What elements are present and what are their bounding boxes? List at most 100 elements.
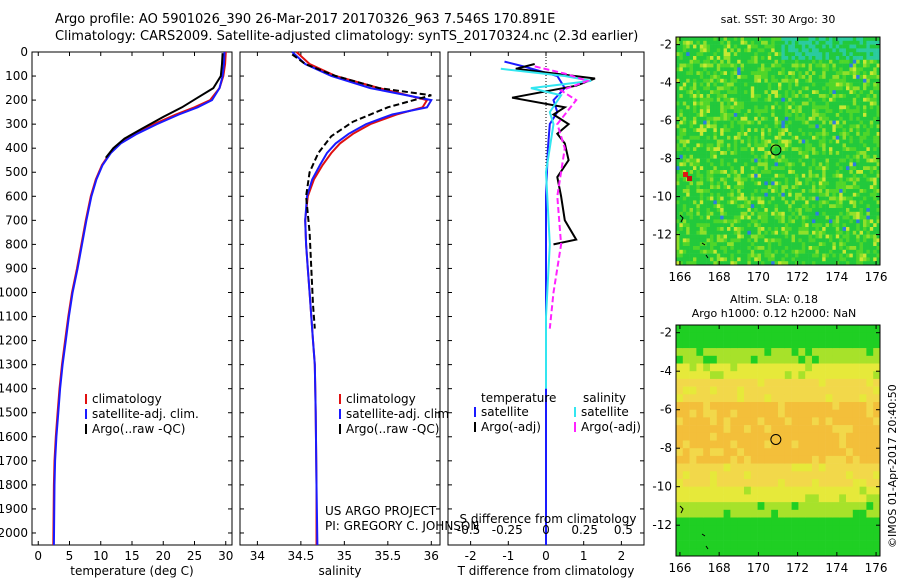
map-cell [737,348,745,357]
map-cell [676,147,680,152]
map-cell [693,94,697,99]
map-cell [876,75,881,80]
map-cell [835,82,840,87]
map-cell [676,189,680,194]
map-cell [852,158,857,163]
map-cell [764,257,769,262]
map-cell [730,432,738,441]
map-cell [856,116,860,121]
map-cell [805,471,813,480]
map-cell [737,532,745,541]
map-cell [771,94,775,99]
map-cell [778,238,782,243]
map-cell [825,402,833,410]
map-cell [835,204,840,209]
map-cell [849,101,854,106]
map-cell [757,494,765,503]
map-cell [720,105,724,110]
map-cell [764,509,772,518]
map-cell [686,158,690,163]
map-cell [730,455,738,464]
map-cell [781,189,786,194]
map-cell [859,211,864,216]
map-cell [767,170,772,175]
map-cell [778,154,782,159]
map-cell [747,135,752,140]
map-cell [784,208,789,213]
map-cell [784,261,789,266]
map-cell [825,448,833,457]
map-cell [710,257,714,262]
map-cell [778,158,782,163]
map-cell [686,78,690,83]
map-cell [737,257,741,262]
map-cell [737,192,741,197]
map-cell [720,166,724,171]
map-cell [829,132,833,137]
map-cell [788,139,792,144]
map-cell [859,162,864,167]
map-cell [747,86,752,91]
map-cell [856,230,860,235]
map-cell [839,78,843,83]
map-cell [869,71,874,76]
map-cell [808,135,813,140]
map-cell [720,139,724,144]
map-cell [784,230,789,235]
map-cell [832,215,837,220]
map-cell [737,56,741,61]
map-cell [730,189,735,194]
map-cell [713,59,718,64]
map-cell [795,101,799,106]
map-cell [693,40,697,45]
map-cell [682,325,690,333]
map-cell [720,128,724,133]
map-cell [805,151,809,156]
map-cell [808,44,813,49]
map-cell [798,52,803,57]
map-cell [686,189,690,194]
map-cell [723,223,728,228]
map-cell [869,227,874,232]
map-cell [744,63,748,68]
map-cell [750,242,755,247]
map-cell [706,181,711,186]
map-cell [679,204,684,209]
map-cell [689,425,697,434]
map-cell [757,63,762,68]
map-cell [696,109,701,114]
map-cell [740,116,745,121]
map-cell [676,135,680,140]
map-cell [859,238,864,243]
map-cell [825,455,833,464]
map-cell [866,525,874,534]
map-cell [863,143,867,148]
map-cell [750,63,755,68]
map-cell [723,78,728,83]
map-cell [693,208,697,213]
map-cell [699,204,704,209]
map-cell [716,185,721,190]
map-cell [682,340,690,349]
map-cell [703,455,711,464]
map-cell [788,71,792,76]
y-tick-label: -2 [660,38,672,52]
map-cell [829,234,833,239]
map-cell [805,109,809,114]
map-cell [846,409,854,418]
map-cell [869,173,874,178]
map-cell [788,227,792,232]
map-cell [730,166,735,171]
map-cell [696,139,701,144]
map-cell [791,340,799,349]
map-cell [856,124,860,129]
map-cell [696,227,701,232]
map-cell [801,78,806,83]
map-cell [706,253,711,258]
map-cell [842,71,847,76]
map-cell [795,40,799,45]
map-cell [778,211,782,216]
map-cell [686,56,690,61]
map-cell [859,78,864,83]
map-cell [747,177,752,182]
